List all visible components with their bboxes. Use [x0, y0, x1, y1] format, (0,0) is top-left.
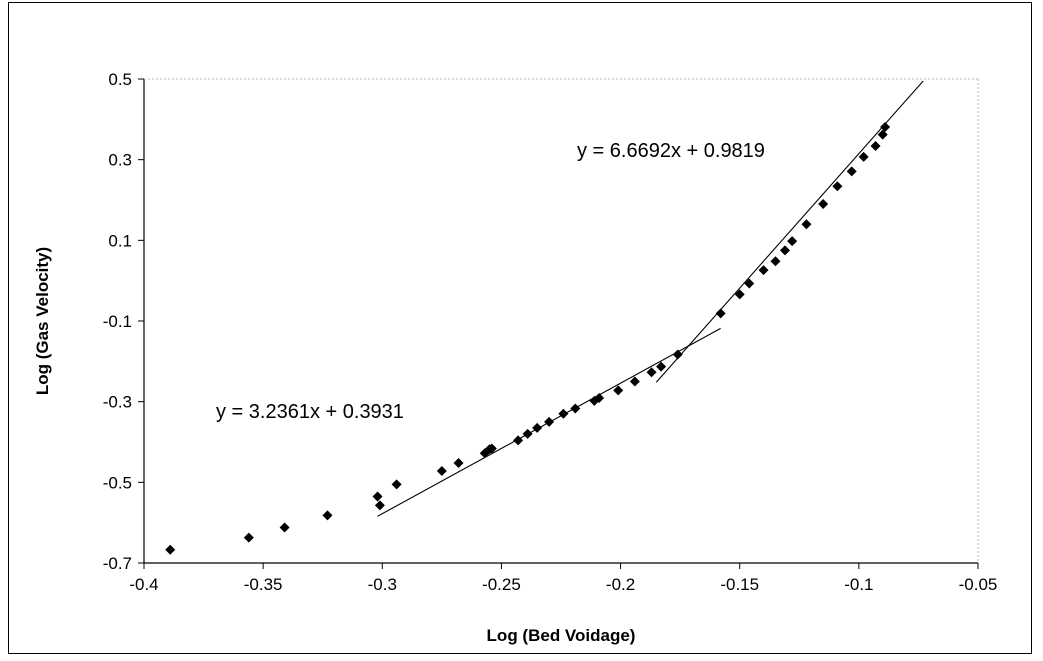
y-axis-title: Log (Gas Velocity) — [33, 247, 52, 395]
chart-frame — [8, 2, 1032, 654]
data-point — [522, 428, 533, 439]
data-point — [770, 256, 781, 267]
data-point — [734, 289, 745, 300]
x-tick-label: -0.1 — [844, 575, 873, 594]
data-point — [744, 278, 755, 289]
x-tick-label: -0.3 — [368, 575, 397, 594]
data-point — [513, 435, 524, 446]
y-tick-label: -0.3 — [103, 393, 132, 412]
y-tick-label: -0.5 — [103, 473, 132, 492]
data-point — [486, 443, 497, 454]
data-point — [858, 151, 869, 162]
data-point — [787, 236, 798, 247]
data-point — [279, 522, 290, 533]
x-tick-label: -0.25 — [482, 575, 521, 594]
data-point — [629, 376, 640, 387]
data-point — [374, 500, 385, 511]
data-points — [165, 121, 891, 555]
data-point — [870, 140, 881, 151]
data-point — [779, 245, 790, 256]
data-point — [436, 466, 447, 477]
trendline-equation: y = 6.6692x + 0.9819 — [577, 140, 765, 162]
y-ticks: 0.5 0.3 0.1 -0.1 -0.3 -0.5 -0.7 — [103, 70, 144, 573]
y-tick-label: -0.1 — [103, 312, 132, 331]
axes — [143, 78, 979, 564]
y-tick-label: 0.5 — [108, 70, 132, 89]
data-point — [391, 479, 402, 490]
x-tick-label: -0.15 — [720, 575, 759, 594]
data-point — [453, 457, 464, 468]
data-point — [846, 166, 857, 177]
data-point — [558, 408, 569, 419]
x-ticks: -0.4 -0.35 -0.3 -0.25 -0.2 -0.15 -0.1 -0.05 — [129, 563, 997, 594]
y-tick-label: -0.7 — [103, 554, 132, 573]
x-tick-label: -0.35 — [244, 575, 283, 594]
data-point — [758, 265, 769, 276]
data-point — [532, 422, 543, 433]
data-point — [715, 308, 726, 319]
x-tick-label: -0.2 — [606, 575, 635, 594]
data-point — [832, 181, 843, 192]
data-point — [243, 532, 254, 543]
equation-labels: y = 3.2361x + 0.3931 y = 6.6692x + 0.9819 — [216, 140, 765, 423]
data-point — [880, 121, 891, 132]
x-tick-label: -0.05 — [959, 575, 998, 594]
data-point — [672, 349, 683, 360]
data-point — [372, 491, 383, 502]
x-axis-title: Log (Bed Voidage) — [487, 626, 636, 645]
data-point — [818, 199, 829, 210]
data-point — [544, 416, 555, 427]
y-tick-label: 0.1 — [108, 231, 132, 250]
data-point — [613, 385, 624, 396]
data-point — [570, 403, 581, 414]
data-point — [165, 544, 176, 555]
data-point — [322, 510, 333, 521]
data-point — [646, 367, 657, 378]
data-point — [801, 219, 812, 230]
trendline-equation: y = 3.2361x + 0.3931 — [216, 401, 404, 423]
trendline — [655, 80, 924, 383]
x-tick-label: -0.4 — [129, 575, 158, 594]
y-tick-label: 0.3 — [108, 151, 132, 170]
data-point — [656, 361, 667, 372]
data-point — [877, 129, 888, 140]
data-point — [594, 393, 605, 404]
